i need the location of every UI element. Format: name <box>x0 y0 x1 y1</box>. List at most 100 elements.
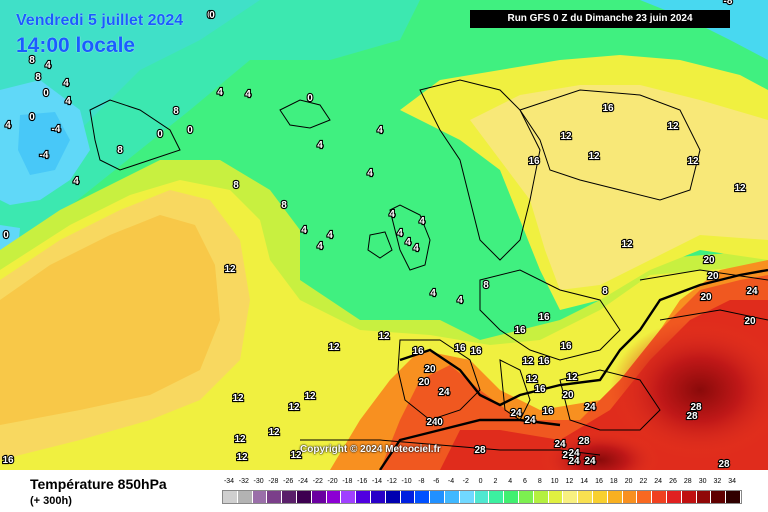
scale-swatch <box>430 491 445 503</box>
contour-label: 28 <box>686 411 698 422</box>
scale-label: 4 <box>508 478 513 485</box>
contour-label: 16 <box>560 341 572 352</box>
contour-label: 20 <box>707 271 719 282</box>
copyright-notice: Copyright © 2024 Meteociel.fr <box>300 444 441 455</box>
cooler-region <box>0 0 260 200</box>
scale-swatch <box>711 491 727 503</box>
contour-label: 16 <box>2 455 14 466</box>
contour-label: -4 <box>40 150 49 161</box>
scale-swatch <box>267 491 283 503</box>
scale-swatch <box>652 491 667 503</box>
contour-label: 4 <box>327 230 333 241</box>
scale-swatch <box>563 491 579 503</box>
contour-label: 4 <box>405 237 411 248</box>
scale-label: -32 <box>238 478 249 485</box>
scale-swatch <box>356 491 371 503</box>
scale-swatch <box>726 491 741 503</box>
scale-label: -8 <box>418 478 425 485</box>
scale-swatch <box>578 491 593 503</box>
contour-label: 8 <box>233 180 239 191</box>
scale-swatch <box>622 491 638 503</box>
contour-label: 16 <box>454 343 466 354</box>
parameter-title: Température 850hPa <box>30 476 167 492</box>
heat-core-south <box>540 430 660 470</box>
contour-label: 12 <box>378 331 390 342</box>
contour-label: 4 <box>217 87 223 98</box>
coastlines <box>89 79 768 456</box>
color-scale-bar <box>222 490 742 504</box>
contour-label: 12 <box>290 450 302 461</box>
contour-label: 4 <box>5 120 11 131</box>
contour-label: 12 <box>268 427 280 438</box>
contour-label: 16 <box>538 312 550 323</box>
scale-label: 24 <box>654 478 663 485</box>
scale-label: 10 <box>550 478 559 485</box>
contour-label: 4 <box>45 60 51 71</box>
temperature-map: 0 -8 8 4 8 4 0 4 4 -4 0 -4 4 0 8 0 0 8 4 4 0 4 4 8 8 4 4 4 4 4 4 4 4 4 4 4 8… <box>0 0 768 470</box>
contour-label: 4 <box>389 209 395 220</box>
contour-label: 12 <box>588 151 600 162</box>
heat-core <box>610 320 768 460</box>
contour-label: 0 <box>187 125 193 136</box>
scale-label: 20 <box>624 478 633 485</box>
scale-label: 12 <box>565 478 574 485</box>
scale-label: -12 <box>386 478 397 485</box>
contour-label: 24 <box>510 408 522 419</box>
contour-label: 12 <box>667 121 679 132</box>
contour-label: 24 <box>554 439 566 450</box>
contour-label: 4 <box>317 241 323 252</box>
model-run-info: Run GFS 0 Z du Dimanche 23 juin 2024 <box>470 10 730 28</box>
contour-label: 16 <box>412 346 424 357</box>
contour-label: -4 <box>52 124 61 135</box>
scale-swatch <box>681 491 697 503</box>
contour-label: 24 <box>746 286 758 297</box>
scale-label: 2 <box>493 478 498 485</box>
scale-label: 34 <box>728 478 737 485</box>
contour-label: 0 <box>29 112 35 123</box>
contour-label: 0 <box>43 88 49 99</box>
contour-label: 4 <box>397 228 403 239</box>
scale-swatch <box>548 491 564 503</box>
contour-label: 16 <box>542 406 554 417</box>
contour-label: 20 <box>703 255 715 266</box>
contour-label: 8 <box>29 55 35 66</box>
scale-swatch <box>326 491 342 503</box>
contour-label: 28 <box>578 436 590 447</box>
contour-label: 0 <box>307 93 313 104</box>
contour-label: 12 <box>234 434 246 445</box>
scale-swatch <box>518 491 534 503</box>
cold-core <box>18 112 70 175</box>
contour-label: 28 <box>474 445 486 456</box>
contour-label: 24 <box>568 456 580 467</box>
contour-label: 4 <box>367 168 373 179</box>
scale-label: 32 <box>713 478 722 485</box>
contour-label: 24 <box>584 456 596 467</box>
contour-label: 28 <box>562 450 574 461</box>
contour-label: 8 <box>117 145 123 156</box>
contour-label: 4 <box>430 288 436 299</box>
contour-label: 28 <box>690 402 702 413</box>
contour-label: 16 <box>528 156 540 167</box>
contour-label: 16 <box>602 103 614 114</box>
scale-label: -22 <box>312 478 323 485</box>
scale-label: -10 <box>401 478 412 485</box>
subtropical-warmer <box>0 215 220 425</box>
scale-label: -26 <box>283 478 294 485</box>
scale-swatch <box>474 491 490 503</box>
contour-label: 16 <box>534 384 546 395</box>
contour-label: 12 <box>526 374 538 385</box>
contour-label: 4 <box>377 125 383 136</box>
scale-label: -24 <box>297 478 309 485</box>
scale-label: -20 <box>327 478 338 485</box>
scale-label: 0 <box>478 478 483 485</box>
forecast-time: 14:00 locale <box>16 34 136 57</box>
isotherm-bold <box>399 268 768 407</box>
scale-swatch <box>252 491 268 503</box>
forecast-date: Vendredi 5 juillet 2024 <box>16 12 184 29</box>
scale-label: -34 <box>223 478 235 485</box>
scale-label: -4 <box>447 478 455 485</box>
scale-label: 16 <box>595 478 603 485</box>
contour-label: 28 <box>718 459 730 470</box>
contour-label: 16 <box>538 356 550 367</box>
